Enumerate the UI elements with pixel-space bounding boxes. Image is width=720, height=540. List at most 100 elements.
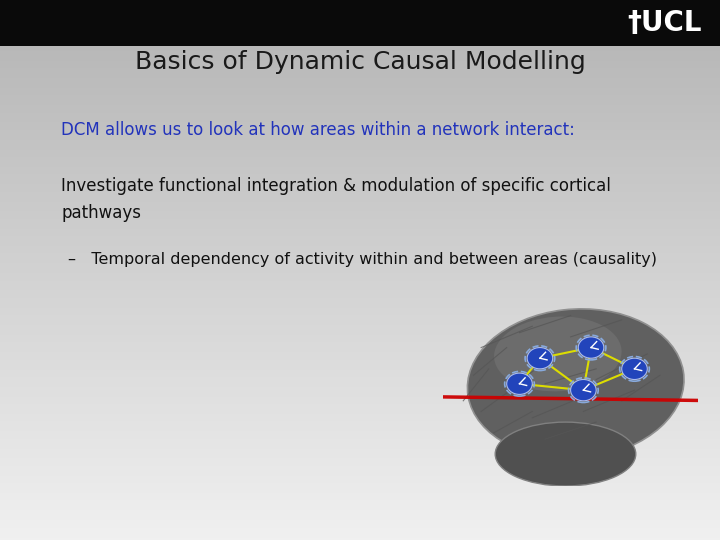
Bar	[0, 340, 720, 342]
Bar	[0, 367, 720, 369]
Bar	[0, 118, 720, 120]
Bar	[0, 394, 720, 397]
Bar	[0, 508, 720, 510]
Bar	[0, 197, 720, 199]
Bar	[0, 90, 720, 93]
Bar	[0, 438, 720, 441]
Bar	[0, 503, 720, 505]
Bar	[0, 451, 720, 454]
Bar	[0, 221, 720, 224]
Bar	[0, 239, 720, 241]
Bar	[0, 201, 720, 204]
Bar	[0, 446, 720, 449]
Text: Investigate functional integration & modulation of specific cortical: Investigate functional integration & mod…	[61, 177, 611, 195]
Bar	[0, 411, 720, 414]
Bar	[0, 51, 720, 53]
Bar	[0, 71, 720, 73]
Bar	[0, 471, 720, 473]
Bar	[0, 275, 720, 278]
Bar	[0, 449, 720, 451]
Bar	[0, 374, 720, 377]
Bar	[0, 328, 720, 330]
Bar	[0, 342, 720, 345]
Text: –   Temporal dependency of activity within and between areas (causality): – Temporal dependency of activity within…	[68, 252, 657, 267]
Bar	[0, 335, 720, 338]
Bar	[0, 456, 720, 458]
Bar	[0, 525, 720, 528]
Bar	[0, 258, 720, 261]
Bar	[0, 409, 720, 411]
Bar	[0, 95, 720, 98]
Bar	[0, 83, 720, 85]
Bar	[0, 305, 720, 308]
Bar	[0, 429, 720, 431]
Circle shape	[622, 358, 647, 380]
Bar	[0, 345, 720, 347]
Bar	[0, 264, 720, 266]
Bar	[0, 520, 720, 523]
Bar	[0, 113, 720, 115]
Bar	[0, 338, 720, 340]
Bar	[0, 310, 720, 313]
Bar	[0, 63, 720, 66]
Bar	[0, 253, 720, 256]
Bar	[0, 483, 720, 485]
Bar	[0, 481, 720, 483]
Bar	[0, 256, 720, 258]
Bar	[0, 377, 720, 380]
Bar	[0, 444, 720, 446]
Bar	[0, 532, 720, 535]
Ellipse shape	[494, 316, 621, 392]
Bar	[0, 98, 720, 100]
Circle shape	[578, 337, 604, 358]
Bar	[0, 150, 720, 152]
Bar	[0, 217, 720, 219]
Bar	[0, 236, 720, 239]
Bar	[0, 392, 720, 394]
Bar	[0, 177, 720, 179]
Bar	[0, 142, 720, 145]
Bar	[0, 281, 720, 283]
Bar	[0, 421, 720, 424]
Bar	[0, 530, 720, 532]
Bar	[0, 268, 720, 271]
Bar	[0, 204, 720, 206]
Bar	[0, 473, 720, 476]
Bar	[0, 66, 720, 68]
Bar	[0, 76, 720, 78]
Bar	[0, 431, 720, 434]
Bar	[0, 493, 720, 496]
Bar	[0, 170, 720, 172]
Bar	[0, 246, 720, 248]
Bar	[0, 130, 720, 132]
Bar	[0, 107, 720, 110]
Bar	[0, 295, 720, 298]
Bar	[0, 184, 720, 187]
Ellipse shape	[467, 309, 684, 458]
Bar	[0, 318, 720, 320]
Bar	[0, 58, 720, 60]
Bar	[0, 135, 720, 137]
Bar	[0, 167, 720, 170]
Bar	[0, 291, 720, 293]
Bar	[0, 347, 720, 350]
Bar	[0, 105, 720, 107]
Bar	[0, 56, 720, 58]
Bar	[0, 384, 720, 387]
Bar	[0, 154, 720, 157]
Bar	[0, 68, 720, 71]
Bar	[0, 283, 720, 286]
Bar	[0, 466, 720, 468]
Bar	[0, 60, 720, 63]
Bar	[0, 488, 720, 490]
Bar	[0, 152, 720, 154]
Bar	[0, 159, 720, 162]
Bar	[0, 162, 720, 165]
Bar	[0, 165, 720, 167]
Bar	[0, 115, 720, 118]
Bar	[0, 308, 720, 310]
Bar	[0, 513, 720, 515]
Bar	[0, 397, 720, 399]
Bar	[0, 298, 720, 300]
Bar	[0, 103, 720, 105]
